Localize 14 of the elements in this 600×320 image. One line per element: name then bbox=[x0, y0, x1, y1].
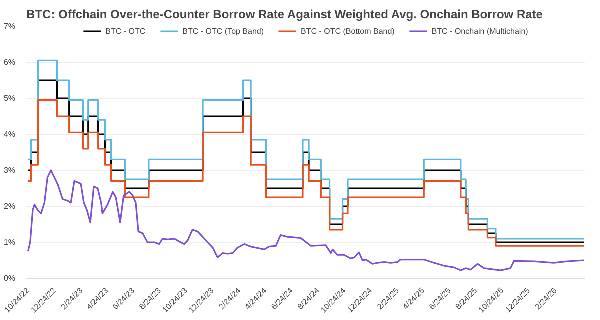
y-tick-label: 5% bbox=[4, 94, 16, 103]
y-tick-label: 1% bbox=[4, 238, 16, 247]
line-series bbox=[27, 170, 585, 272]
chart-title: BTC: Offchain Over-the-Counter Borrow Rate Against Weighted Avg. Onchain Borrow Rate bbox=[26, 8, 544, 22]
legend-label: BTC - Onchain (Multichain) bbox=[432, 26, 528, 36]
y-tick-label: 3% bbox=[4, 166, 16, 175]
y-tick-label: 2% bbox=[4, 202, 16, 211]
y-tick-label: 7% bbox=[4, 22, 16, 31]
y-tick-label: 4% bbox=[4, 130, 16, 139]
y-tick-label: 0% bbox=[4, 274, 16, 283]
y-tick-label: 6% bbox=[4, 58, 16, 67]
legend-label: BTC - OTC bbox=[106, 26, 146, 36]
legend-label: BTC - OTC (Bottom Band) bbox=[301, 26, 395, 36]
legend-label: BTC - OTC (Top Band) bbox=[182, 26, 264, 36]
